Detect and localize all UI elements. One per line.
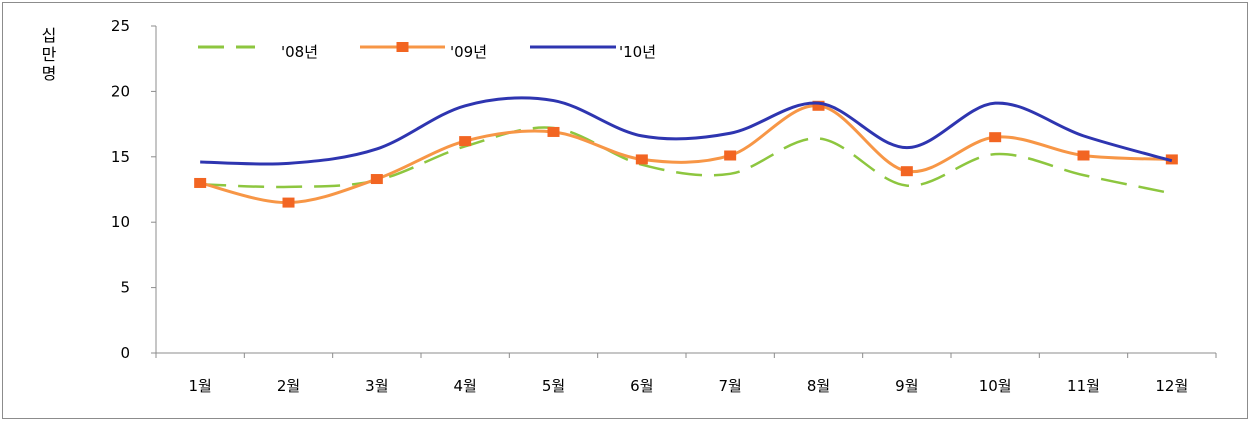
legend-item: '10년 xyxy=(530,43,656,61)
line-chart: 0 5 10 15 20 25 1월 2월 3월 4월 5월 6월 7월 8월 9월 10월 11월 12월 '… xyxy=(42,17,1217,395)
axes xyxy=(155,26,1216,354)
x-tick-label: 6월 xyxy=(630,377,653,395)
data-point-marker xyxy=(812,100,825,111)
data-point-marker xyxy=(370,174,383,185)
y-tick-label: 15 xyxy=(111,148,130,166)
x-tick-label: 4월 xyxy=(453,377,476,395)
data-point-marker xyxy=(194,177,207,188)
legend-label: '10년 xyxy=(619,43,656,61)
x-tick-label: 12월 xyxy=(1155,377,1188,395)
x-tick-label: 1월 xyxy=(188,377,211,395)
y-tick-label: 20 xyxy=(111,82,130,100)
legend-label: '08년 xyxy=(281,43,318,61)
series-lines xyxy=(194,96,1178,208)
y-tick-labels: 0 5 10 15 20 25 xyxy=(111,17,156,362)
y-axis-label-char: 십 xyxy=(42,26,57,45)
x-tick-labels: 1월 2월 3월 4월 5월 6월 7월 8월 9월 10월 11월 12월 xyxy=(155,353,1217,395)
data-point-marker xyxy=(1077,150,1090,161)
data-point-marker xyxy=(547,126,560,137)
legend: '08년 '09년 '10년 xyxy=(198,42,656,61)
y-axis-label-char: 명 xyxy=(42,64,57,83)
data-point-marker xyxy=(989,132,1002,143)
x-tick-label: 11월 xyxy=(1067,377,1100,395)
y-tick-label: 25 xyxy=(111,17,130,35)
data-point-marker xyxy=(635,154,648,165)
legend-marker xyxy=(396,42,409,52)
x-tick-label: 8월 xyxy=(807,377,830,395)
y-tick-label: 5 xyxy=(120,279,130,297)
legend-label: '09년 xyxy=(450,43,487,61)
y-axis-label: 십만명 xyxy=(42,26,57,83)
legend-item: '08년 xyxy=(198,43,318,61)
y-tick-label: 10 xyxy=(111,213,130,231)
x-tick-label: 10월 xyxy=(979,377,1012,395)
y-tick-label: 0 xyxy=(120,344,130,362)
x-tick-label: 7월 xyxy=(718,377,741,395)
x-tick-label: 5월 xyxy=(542,377,565,395)
y-axis-label-char: 만 xyxy=(42,45,57,64)
x-tick-label: 9월 xyxy=(895,377,918,395)
data-point-marker xyxy=(900,166,913,177)
data-point-marker xyxy=(282,197,295,208)
data-point-marker xyxy=(459,136,472,147)
series-line xyxy=(200,96,1173,166)
series-line xyxy=(199,104,1172,205)
series-2 xyxy=(200,96,1173,166)
data-point-marker xyxy=(724,150,737,161)
series-1 xyxy=(194,100,1178,208)
legend-item: '09년 xyxy=(360,42,487,61)
x-tick-label: 2월 xyxy=(277,377,300,395)
x-tick-label: 3월 xyxy=(365,377,388,395)
